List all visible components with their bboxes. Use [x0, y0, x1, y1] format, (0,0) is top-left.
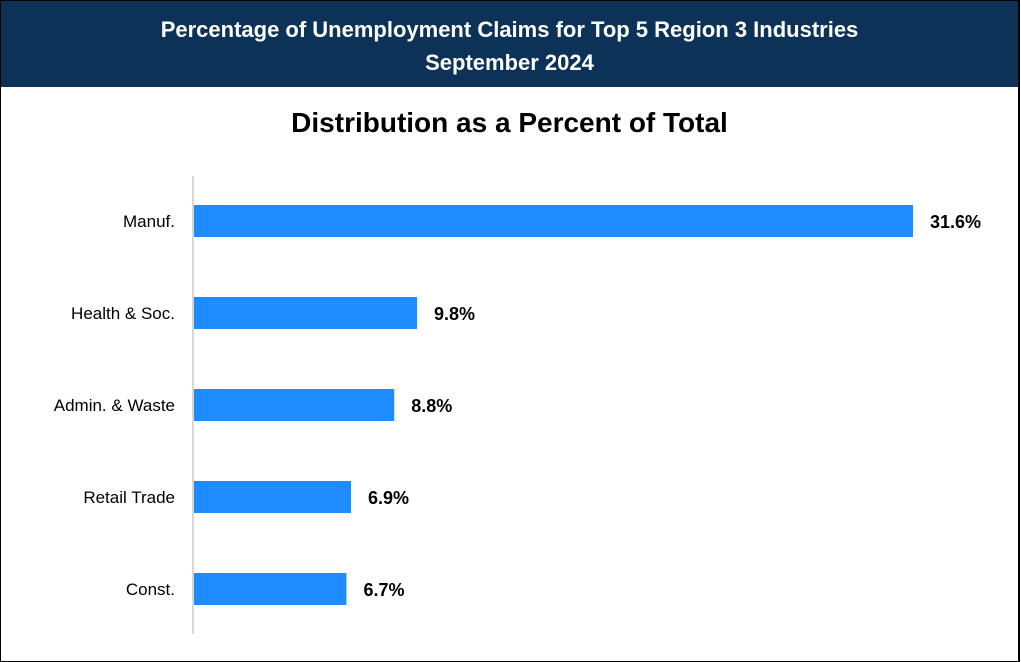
- bar-0: [194, 205, 913, 237]
- data-label-1: 9.8%: [434, 304, 475, 324]
- data-label-2: 8.8%: [411, 396, 452, 416]
- bar-3: [194, 481, 351, 513]
- category-label-3: Retail Trade: [83, 488, 175, 507]
- header-title: Percentage of Unemployment Claims for To…: [160, 17, 859, 42]
- chart-title: Distribution as a Percent of Total: [291, 107, 728, 138]
- data-label-0: 31.6%: [930, 212, 981, 232]
- category-label-0: Manuf.: [123, 212, 175, 231]
- bar-1: [194, 297, 417, 329]
- bar-4: [194, 573, 347, 605]
- category-label-4: Const.: [126, 580, 175, 599]
- category-label-1: Health & Soc.: [71, 304, 175, 323]
- header-subtitle: September 2024: [425, 50, 594, 75]
- bar-2: [194, 389, 395, 421]
- data-label-3: 6.9%: [368, 488, 409, 508]
- header-banner: Percentage of Unemployment Claims for To…: [1, 1, 1018, 87]
- category-label-2: Admin. & Waste: [54, 396, 175, 415]
- data-label-4: 6.7%: [363, 580, 404, 600]
